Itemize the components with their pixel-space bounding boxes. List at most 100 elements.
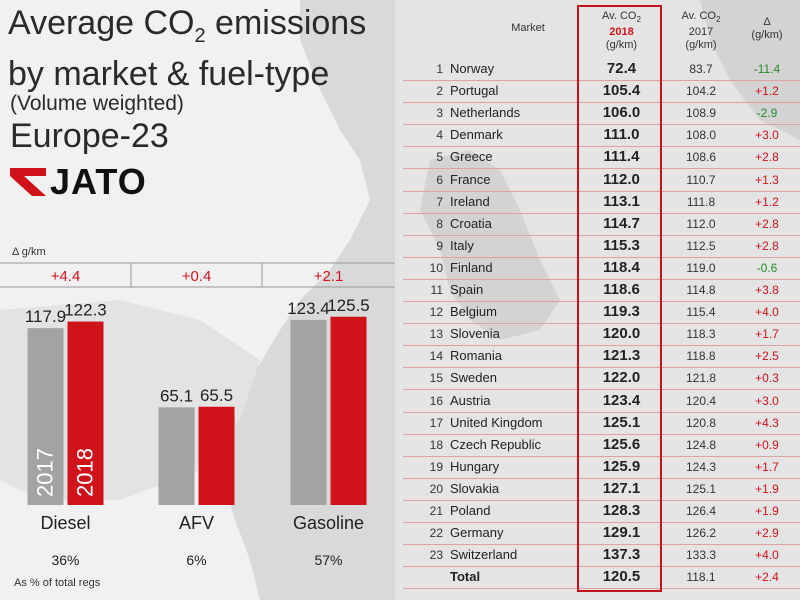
value-2017-cell: 120.4 [685,393,717,408]
value-2018-cell: 72.4 [606,60,637,77]
value-2017-cell: 118.8 [686,349,716,364]
bar-value-label: 117.9 [25,307,66,326]
delta-cell: +3.8 [755,283,779,297]
value-2018-cell: 118.4 [603,258,640,276]
value-2018-cell: 129.1 [602,524,641,542]
market-cell: Portugal [450,83,499,99]
value-2017-cell: 112.5 [686,238,716,253]
chart-subtitle: (Volume weighted) [10,92,184,115]
delta-cell: +4.3 [755,415,779,430]
value-2017-cell: 112.0 [686,216,716,231]
market-cell: Finland [450,259,493,275]
market-cell: Slovenia [450,326,500,342]
value-2018-cell: 120.5 [602,568,641,586]
delta-cell: +2.4 [755,570,779,585]
value-2017-cell: 108.9 [685,106,717,121]
value-2017-cell: 119.0 [686,260,716,275]
table-row: 6 France 112.0 110.7 +1.3 [403,169,800,192]
col-header-delta: Δ (g/km) [751,16,783,41]
market-cell: Hungary [450,458,500,474]
table-row: 10 Finland 118.4 119.0 -0.6 [403,257,800,280]
value-2017-cell: 124.3 [685,459,717,474]
table-row: 1 Norway 72.4 83.7 -11.4 [403,58,800,81]
rank-cell: 18 [429,437,443,452]
value-2018-cell: 118.6 [603,281,640,298]
delta-value: +2.1 [314,268,344,285]
value-2018-cell: 115.3 [603,236,640,254]
value-2018-cell: 113.1 [603,192,640,210]
logo-text: JATO [50,161,147,202]
delta-cell: +1.7 [755,459,779,474]
share-footnote: As % of total regs [14,577,101,589]
table-row: 14 Romania 121.3 118.8 +2.5 [403,345,800,369]
delta-cell: +2.8 [755,216,779,231]
value-2017-cell: 124.8 [685,437,717,452]
value-2018-cell: 137.3 [602,546,641,564]
share-pct-gasoline: 57% [314,552,343,568]
value-2018-cell: 122.0 [602,369,641,387]
bar-2018-gasoline [330,316,367,505]
emissions-table: Market Av. CO2 2018 (g/km) Av. CO2 2017 … [403,0,800,600]
value-2018-cell: 112.0 [603,170,640,188]
value-2017-cell: 118.1 [686,570,716,585]
table-row: 5 Greece 111.4 108.6 +2.8 [403,146,800,170]
table-row: 8 Croatia 114.7 112.0 +2.8 [403,213,800,236]
market-cell: Romania [450,348,503,364]
market-cell: Netherlands [450,105,521,121]
value-2018-cell: 120.0 [602,325,641,343]
value-2018-cell: 123.4 [602,391,641,409]
value-2017-cell: 83.7 [689,62,713,76]
rank-cell: 20 [429,481,443,496]
value-2017-cell: 104.2 [685,84,717,99]
market-cell: Germany [450,525,504,541]
bar-value-label: 65.5 [200,386,233,405]
table-row: 3 Netherlands 106.0 108.9 -2.9 [403,102,800,126]
market-cell: United Kingdom [450,414,543,430]
market-cell: Austria [450,392,491,408]
rank-cell: 3 [436,106,443,121]
rank-cell: 21 [429,504,443,518]
delta-cell: +1.3 [755,172,779,187]
value-2017-cell: 121.8 [685,371,717,386]
delta-cell: +2.9 [755,526,779,541]
table-row: 17 United Kingdom 125.1 120.8 +4.3 [403,412,800,435]
delta-cell: +3.0 [755,128,779,143]
delta-cell: +0.9 [755,437,779,452]
jato-arrow-icon [10,168,46,196]
bar-2018-afv [198,406,235,505]
bar-2017-gasoline [290,319,327,505]
rank-cell: 10 [429,260,443,275]
rank-cell: 9 [436,238,443,253]
market-cell: Sweden [450,370,497,386]
delta-cell: +1.7 [755,327,779,342]
rank-cell: 8 [436,216,443,231]
table-header: Market Av. CO2 2018 (g/km) Av. CO2 2017 … [403,0,800,58]
bar-value-label: 125.5 [327,296,370,315]
value-2017-cell: 118.3 [686,327,716,342]
market-cell: Slovakia [450,480,500,496]
value-2018-cell: 111.4 [603,148,640,166]
table-row: 23 Switzerland 137.3 133.3 +4.0 [403,544,800,568]
share-pct-row: 36% 6% 57% [0,548,395,576]
delta-cell: +4.0 [755,548,779,563]
delta-cell: +0.3 [755,371,779,386]
value-2018-cell: 125.6 [602,435,641,453]
delta-cell: +1.9 [755,481,779,496]
value-2017-cell: 133.3 [685,548,717,563]
rank-cell: 4 [436,128,443,143]
delta-value: +0.4 [182,268,212,285]
table-row: 4 Denmark 111.0 108.0 +3.0 [403,124,800,148]
market-cell: Spain [450,282,484,297]
delta-cell: -11.4 [753,62,781,76]
delta-cell: +1.2 [755,84,779,99]
bar-2018-diesel [67,321,104,505]
value-2018-cell: 121.3 [602,347,641,365]
rank-cell: 22 [429,526,443,541]
value-2017-cell: 108.0 [685,128,717,143]
value-2018-cell: 105.4 [602,82,641,100]
value-2017-cell: 126.4 [685,504,717,518]
value-2018-cell: 114.7 [603,214,640,232]
rank-cell: 7 [436,194,443,209]
delta-cell: -0.6 [756,260,778,275]
